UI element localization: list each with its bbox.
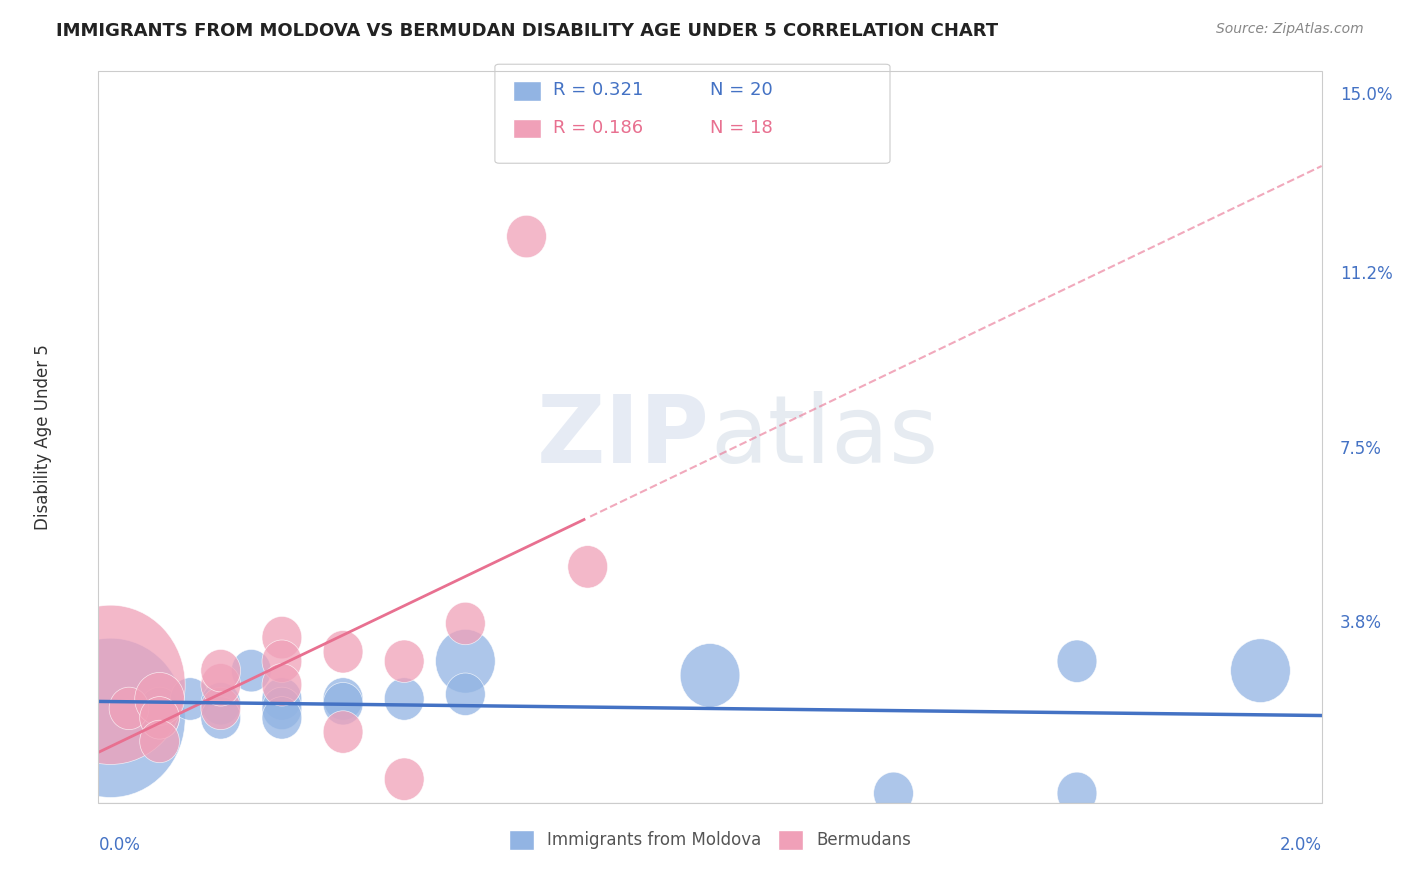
Ellipse shape <box>201 687 240 730</box>
Ellipse shape <box>1057 640 1097 682</box>
Ellipse shape <box>262 664 302 706</box>
Text: N = 20: N = 20 <box>710 81 773 99</box>
Legend: Immigrants from Moldova, Bermudans: Immigrants from Moldova, Bermudans <box>502 823 918 856</box>
Text: Disability Age Under 5: Disability Age Under 5 <box>34 344 52 530</box>
Ellipse shape <box>201 649 240 692</box>
Ellipse shape <box>201 664 240 706</box>
Ellipse shape <box>323 711 363 753</box>
Ellipse shape <box>37 639 186 797</box>
Ellipse shape <box>384 678 425 720</box>
Ellipse shape <box>262 687 302 730</box>
Ellipse shape <box>323 631 363 673</box>
Ellipse shape <box>384 758 425 800</box>
Ellipse shape <box>506 215 547 258</box>
Text: N = 18: N = 18 <box>710 119 773 136</box>
Ellipse shape <box>139 720 180 763</box>
Text: 7.5%: 7.5% <box>1340 440 1382 458</box>
Ellipse shape <box>262 640 302 682</box>
Ellipse shape <box>135 673 184 725</box>
Ellipse shape <box>384 640 425 682</box>
Ellipse shape <box>446 602 485 645</box>
Ellipse shape <box>139 687 180 730</box>
Text: R = 0.186: R = 0.186 <box>553 119 643 136</box>
Ellipse shape <box>201 682 240 725</box>
Text: R = 0.321: R = 0.321 <box>553 81 643 99</box>
Ellipse shape <box>139 697 180 739</box>
Ellipse shape <box>1057 772 1097 814</box>
Text: atlas: atlas <box>710 391 938 483</box>
Text: 3.8%: 3.8% <box>1340 615 1382 632</box>
Text: 0.0%: 0.0% <box>98 836 141 854</box>
Text: Source: ZipAtlas.com: Source: ZipAtlas.com <box>1216 22 1364 37</box>
Ellipse shape <box>170 678 209 720</box>
Ellipse shape <box>110 687 149 730</box>
Ellipse shape <box>873 772 914 814</box>
Ellipse shape <box>446 673 485 715</box>
Ellipse shape <box>139 697 180 739</box>
Text: IMMIGRANTS FROM MOLDOVA VS BERMUDAN DISABILITY AGE UNDER 5 CORRELATION CHART: IMMIGRANTS FROM MOLDOVA VS BERMUDAN DISA… <box>56 22 998 40</box>
Ellipse shape <box>201 697 240 739</box>
Ellipse shape <box>232 649 271 692</box>
Text: ZIP: ZIP <box>537 391 710 483</box>
Text: 2.0%: 2.0% <box>1279 836 1322 854</box>
Ellipse shape <box>37 605 186 764</box>
Ellipse shape <box>262 678 302 720</box>
Ellipse shape <box>262 616 302 659</box>
Ellipse shape <box>1230 639 1291 703</box>
Ellipse shape <box>681 643 740 707</box>
Ellipse shape <box>323 678 363 720</box>
Ellipse shape <box>262 697 302 739</box>
Ellipse shape <box>568 546 607 588</box>
Text: 11.2%: 11.2% <box>1340 265 1393 284</box>
Ellipse shape <box>323 682 363 725</box>
Text: 15.0%: 15.0% <box>1340 86 1392 104</box>
Ellipse shape <box>436 630 495 693</box>
